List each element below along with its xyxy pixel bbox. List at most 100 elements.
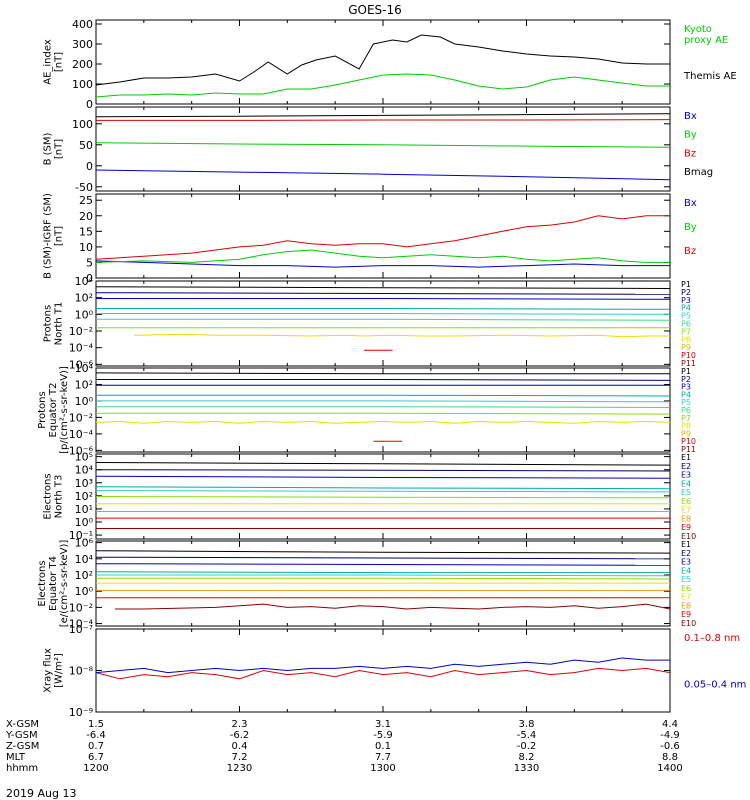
series-bmag bbox=[95, 113, 671, 118]
legend-p8: P8 bbox=[681, 422, 691, 431]
legend-p11: P11 bbox=[681, 445, 696, 454]
panel-bsm: -50 0 50 100 B (SM) [nT] Bx By Bz Bmag bbox=[43, 106, 713, 194]
legend-p5: P5 bbox=[681, 398, 691, 407]
series-p1 bbox=[95, 286, 671, 289]
axis-row-value: 0.1 bbox=[375, 741, 391, 752]
axis-row-value: 2.3 bbox=[232, 719, 248, 730]
orbit-axis-table: X-GSM 1.5 2.3 3.1 3.8 4.4 Y-GSM -6.4 -6.2 -5.9 -5.… bbox=[5, 719, 683, 774]
y-tick-label: 0 bbox=[86, 160, 93, 173]
legend-e4: E4 bbox=[681, 479, 691, 488]
y-axis-label: B (SM)-IGRF (SM) bbox=[43, 193, 54, 279]
series-e6 bbox=[95, 496, 671, 499]
panel-pnorth: 10⁴ 10² 10⁰ 10⁻² 10⁻⁴ 10⁻⁶ Protons North T1 P1P2… bbox=[43, 275, 697, 371]
legend-entry: Bz bbox=[684, 246, 696, 257]
legend-e8: E8 bbox=[681, 514, 691, 523]
series-e10 bbox=[115, 603, 671, 610]
series-p8 bbox=[95, 420, 671, 424]
legend-e8: E8 bbox=[681, 601, 691, 610]
y-axis-label: Electrons bbox=[37, 560, 48, 606]
series-p7 bbox=[96, 412, 671, 415]
legend-e1: E1 bbox=[681, 540, 691, 549]
legend-entry: Bmag bbox=[684, 167, 713, 178]
series-p5 bbox=[96, 313, 671, 315]
y-tick-label: 10² bbox=[75, 490, 93, 503]
y-tick-label: 10² bbox=[75, 292, 93, 305]
axis-row-value: -0.6 bbox=[660, 741, 680, 752]
y-tick-label: 10⁻⁶ bbox=[69, 358, 94, 371]
y-axis-label: North T1 bbox=[54, 302, 65, 346]
axis-row-value: 3.8 bbox=[519, 719, 535, 730]
y-axis-label: Xray flux bbox=[43, 648, 54, 693]
series-p1 bbox=[95, 372, 670, 375]
y-tick-label: 10³ bbox=[75, 477, 93, 490]
y-axis-label: Electrons bbox=[43, 473, 54, 519]
axis-row-label: X-GSM bbox=[6, 719, 39, 730]
y-axis-label: [e/(cm²-s-sr-keV)] bbox=[59, 540, 70, 628]
y-axis-label: Protons bbox=[37, 391, 48, 428]
y-tick-label: 10⁻⁴ bbox=[69, 342, 94, 355]
legend-e7: E7 bbox=[681, 593, 691, 602]
y-tick-label: 10⁵ bbox=[75, 451, 93, 464]
axis-row-value: 1300 bbox=[370, 763, 395, 774]
y-tick-label: 20 bbox=[79, 210, 93, 223]
axis-row-value: 0.7 bbox=[88, 741, 104, 752]
panel-frame bbox=[95, 19, 671, 105]
axis-row-value: -5.9 bbox=[373, 730, 393, 741]
legend-entry: Bx bbox=[684, 198, 697, 209]
legend-e2: E2 bbox=[681, 549, 691, 558]
legend-p7: P7 bbox=[681, 414, 691, 423]
legend-p10: P10 bbox=[681, 351, 696, 360]
axis-row-value: 4.4 bbox=[662, 719, 678, 730]
axis-row-value: -0.2 bbox=[517, 741, 537, 752]
series-p2 bbox=[96, 379, 671, 381]
legend-e4: E4 bbox=[681, 566, 691, 575]
axis-row-value: 8.8 bbox=[662, 752, 678, 763]
y-tick-label: 10⁻² bbox=[69, 411, 93, 424]
panel-bdiff: 0 5 10 15 20 25 B (SM)-IGRF (SM) [nT] Bx By Bz bbox=[43, 193, 697, 285]
axis-row-label: Z-GSM bbox=[6, 741, 39, 752]
axis-row-value: -6.2 bbox=[230, 730, 250, 741]
y-tick-label: 10⁻² bbox=[69, 601, 93, 614]
series-e4 bbox=[95, 571, 670, 574]
legend-entry: By bbox=[684, 130, 697, 141]
series-e4 bbox=[95, 486, 671, 490]
series-kyoto-proxy-ae bbox=[95, 73, 670, 98]
axis-row-value: 1200 bbox=[83, 763, 108, 774]
y-tick-label: 10⁻² bbox=[69, 325, 93, 338]
y-tick-label: 10⁻⁶ bbox=[69, 444, 94, 457]
axis-row-value: 3.1 bbox=[375, 719, 391, 730]
series-e1 bbox=[95, 462, 671, 466]
y-tick-label: 10⁰ bbox=[75, 395, 94, 408]
series-bx bbox=[95, 169, 671, 181]
y-axis-label: B (SM) bbox=[43, 132, 54, 165]
axis-row-value: -6.4 bbox=[86, 730, 106, 741]
axis-row-value: 6.7 bbox=[88, 752, 104, 763]
legend-p8: P8 bbox=[681, 335, 691, 344]
legend-entry: Bx bbox=[684, 111, 697, 122]
series-e2 bbox=[95, 469, 671, 472]
y-tick-label: 10⁻¹ bbox=[69, 529, 93, 542]
legend-e9: E9 bbox=[681, 523, 691, 532]
legend-p1: P1 bbox=[681, 367, 691, 376]
series-e6 bbox=[96, 577, 671, 580]
panel-pequator: 10⁴ 10² 10⁰ 10⁻² 10⁻⁴ 10⁻⁶ Protons Equator T2 [p… bbox=[37, 362, 696, 457]
y-tick-label: 10⁴ bbox=[75, 464, 94, 477]
y-tick-label: 100 bbox=[72, 118, 93, 131]
y-tick-label: 10⁻⁴ bbox=[69, 428, 94, 441]
y-axis-label: [p/(cm²-s-sr-keV)] bbox=[59, 366, 70, 454]
axis-row-value: 1330 bbox=[514, 763, 539, 774]
y-tick-label: 10⁶ bbox=[75, 537, 94, 550]
y-tick-label: 10⁰ bbox=[75, 516, 94, 529]
legend-e10: E10 bbox=[681, 532, 696, 541]
legend-p5: P5 bbox=[681, 312, 691, 321]
legend-e5: E5 bbox=[681, 488, 691, 497]
series-by bbox=[95, 249, 670, 263]
series-0-05-0-4-nm bbox=[95, 657, 670, 674]
series-themis-ae bbox=[95, 34, 670, 86]
series-p5 bbox=[96, 400, 671, 403]
series-e5 bbox=[96, 574, 671, 577]
series-e5 bbox=[95, 490, 671, 493]
legend-p9: P9 bbox=[681, 429, 691, 438]
